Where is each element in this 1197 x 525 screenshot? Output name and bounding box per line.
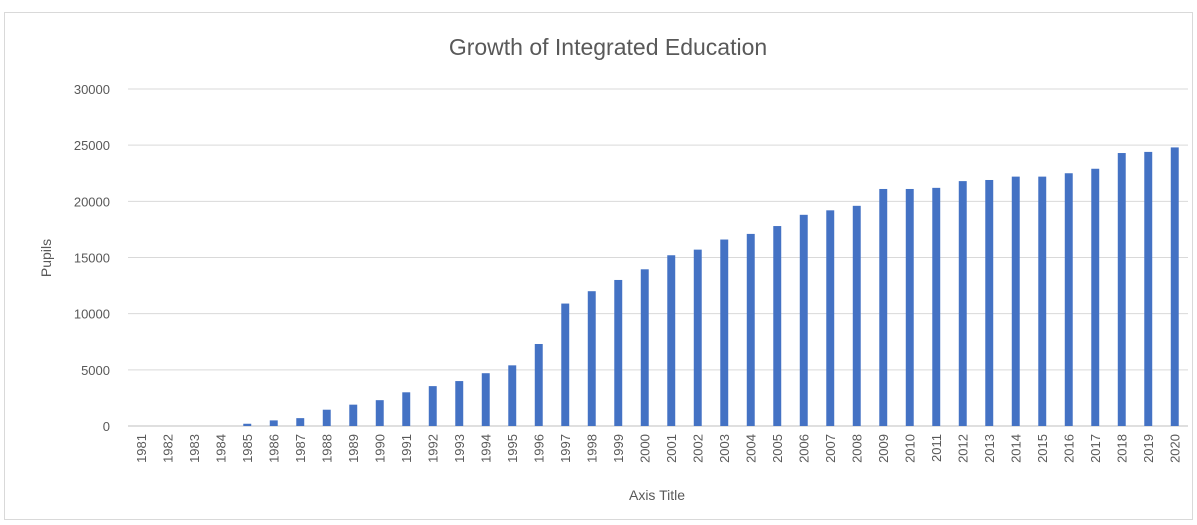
bar-2010: [905, 188, 914, 426]
bar-2011: [932, 187, 941, 426]
x-tick-label: 1997: [558, 434, 573, 463]
y-tick-label: 10000: [74, 307, 110, 322]
bar-2005: [773, 226, 782, 426]
x-tick-label: 1992: [425, 434, 440, 463]
bar-1985: [243, 423, 252, 426]
x-tick-label: 1982: [160, 434, 175, 463]
chart-frame: [4, 12, 1193, 520]
bar-1992: [428, 386, 437, 426]
bar-1993: [455, 381, 464, 426]
bar-1996: [534, 343, 543, 426]
x-tick-label: 1983: [187, 434, 202, 463]
x-tick-label: 1998: [584, 434, 599, 463]
x-tick-label: 2003: [717, 434, 732, 463]
x-tick-label: 1986: [266, 434, 281, 463]
y-tick-label: 30000: [74, 82, 110, 97]
x-tick-label: 1987: [293, 434, 308, 463]
y-tick-label: 25000: [74, 138, 110, 153]
x-tick-label: 2000: [637, 434, 652, 463]
y-tick-label: 15000: [74, 251, 110, 266]
x-tick-label: 2006: [796, 434, 811, 463]
x-tick-label: 2019: [1141, 434, 1156, 463]
x-tick-label: 2002: [690, 434, 705, 463]
x-tick-label: 2013: [982, 434, 997, 463]
x-tick-label: 1991: [399, 434, 414, 463]
x-tick-label: 1984: [213, 434, 228, 463]
x-tick-label: 2001: [664, 434, 679, 463]
bar-2006: [799, 214, 808, 426]
bar-2013: [985, 179, 994, 426]
x-tick-label: 2018: [1114, 434, 1129, 463]
x-tick-label: 1988: [319, 434, 334, 463]
bar-1988: [322, 409, 331, 426]
x-axis-label: Axis Title: [629, 487, 685, 503]
y-axis-label: Pupils: [38, 239, 54, 277]
x-tick-label: 2009: [876, 434, 891, 463]
bar-1997: [561, 303, 570, 426]
gridlines: [128, 88, 1188, 427]
bar-2019: [1144, 151, 1153, 426]
y-tick-label: 20000: [74, 194, 110, 209]
chart-title: Growth of Integrated Education: [449, 34, 767, 60]
bar-1991: [402, 392, 411, 426]
bar-2016: [1064, 173, 1073, 426]
bar-2008: [852, 205, 861, 426]
y-tick-label: 5000: [81, 363, 110, 378]
bar-2014: [1011, 176, 1020, 426]
bar-1986: [269, 420, 278, 426]
x-tick-label: 2016: [1061, 434, 1076, 463]
bar-1989: [349, 404, 358, 426]
bar-2012: [958, 181, 967, 426]
bar-2015: [1038, 176, 1047, 426]
bar-2000: [640, 269, 649, 426]
y-axis-ticks: 0 5000 10000 15000 20000 25000 30000: [74, 82, 110, 434]
bar-2017: [1091, 168, 1100, 427]
bar-2004: [746, 233, 755, 426]
bar-2003: [720, 239, 729, 426]
x-tick-label: 2004: [743, 434, 758, 463]
x-tick-label: 1981: [134, 434, 149, 463]
x-tick-label: 2008: [849, 434, 864, 463]
x-axis-ticks: 1981 1982 1983 1984 1985 1986 1987 1988 1989 1990…: [134, 434, 1183, 463]
x-tick-label: 1994: [478, 434, 493, 463]
x-tick-label: 1995: [505, 434, 520, 463]
x-tick-label: 2017: [1088, 434, 1103, 463]
x-tick-label: 1996: [531, 434, 546, 463]
x-tick-label: 2020: [1167, 434, 1182, 463]
x-tick-label: 1989: [346, 434, 361, 463]
x-tick-label: 2005: [770, 434, 785, 463]
y-tick-label: 0: [103, 419, 110, 434]
x-tick-label: 1985: [240, 434, 255, 463]
x-tick-label: 2011: [929, 434, 944, 462]
bar-1999: [614, 279, 623, 426]
bar-2020: [1170, 147, 1179, 426]
x-tick-label: 1999: [611, 434, 626, 463]
bar-1987: [296, 418, 305, 426]
bars: [243, 147, 1179, 427]
bar-2007: [826, 210, 835, 426]
bar-1994: [481, 373, 490, 426]
bar-1998: [587, 291, 596, 426]
x-tick-label: 2014: [1008, 434, 1023, 463]
x-tick-label: 2010: [902, 434, 917, 463]
x-tick-label: 2015: [1035, 434, 1050, 463]
bar-2001: [667, 255, 676, 426]
x-tick-label: 2012: [955, 434, 970, 463]
x-tick-label: 1993: [452, 434, 467, 463]
bar-2018: [1117, 153, 1126, 426]
bar-1995: [508, 365, 517, 426]
bar-1990: [375, 400, 384, 426]
bar-2002: [693, 249, 702, 426]
x-tick-label: 2007: [823, 434, 838, 463]
x-tick-label: 1990: [372, 434, 387, 463]
bar-2009: [879, 188, 888, 426]
